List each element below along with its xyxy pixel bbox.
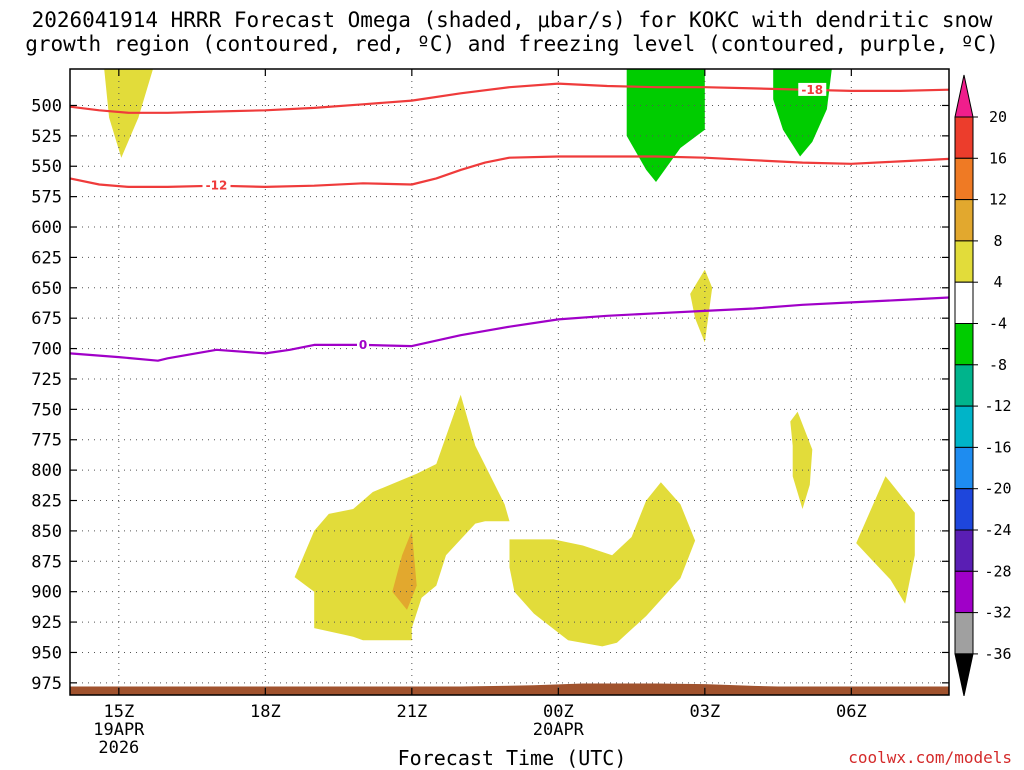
colorbar-label: -12: [984, 397, 1011, 415]
omega-shade-4: [294, 394, 510, 641]
y-axis-ticks: 500 525 550 575 600 625 650 675 700 725 750 775 800 8…: [31, 96, 949, 694]
contour-line--18: [69, 82, 950, 114]
colorbar-swatch: [954, 405, 974, 448]
y-tick-label: 650: [31, 279, 62, 299]
colorbar-top-arrow: [954, 74, 974, 118]
y-tick-label: 950: [31, 643, 62, 663]
contour-label-bg: [202, 178, 231, 192]
colorbar-label: -28: [984, 562, 1011, 580]
y-tick-label: 800: [31, 461, 62, 481]
colorbar-bottom-arrow: [954, 653, 974, 697]
colorbar-swatch: [954, 570, 974, 614]
omega-shade-6: [392, 530, 417, 610]
y-tick-label: 875: [31, 552, 62, 572]
contour-label-bg: [798, 82, 827, 96]
y-tick-label: 600: [31, 218, 62, 238]
omega-shade-3: [690, 269, 713, 343]
y-tick-label: 900: [31, 583, 62, 603]
colorbar-label: 20: [989, 108, 1007, 126]
colorbar-swatch: [954, 199, 974, 242]
colorbar-label: -8: [989, 356, 1007, 374]
y-tick-label: 850: [31, 522, 62, 542]
colorbar-label: -4: [989, 315, 1007, 333]
x-tick-label: 15Z: [103, 702, 134, 722]
colorbar-label: 16: [989, 149, 1007, 167]
contour-line-0: [69, 296, 950, 362]
colorbar-swatch: [954, 116, 974, 159]
omega-shade-5: [509, 482, 696, 647]
x-tick-year: 2026: [98, 738, 139, 758]
x-tick-label: 06Z: [836, 702, 867, 722]
x-tick-label: 21Z: [396, 702, 427, 722]
colorbar-label: 4: [993, 273, 1002, 291]
contour-lines: -12 -18 0: [69, 82, 950, 362]
y-tick-label: 550: [31, 157, 62, 177]
omega-shade-7: [790, 411, 813, 509]
y-tick-label: 925: [31, 613, 62, 633]
terrain-band: [70, 683, 949, 695]
y-tick-label: 500: [31, 96, 62, 116]
colorbar-label: -20: [984, 480, 1011, 498]
colorbar-label: 12: [989, 191, 1007, 209]
terrain-bump: [460, 683, 779, 687]
colorbar-swatch: [954, 612, 974, 655]
title-line-1: 2026041914 HRRR Forecast Omega (shaded, …: [31, 8, 993, 32]
colorbar-swatch: [954, 281, 974, 325]
contour-line--12: [69, 155, 950, 188]
y-tick-label: 625: [31, 248, 62, 268]
credit-link[interactable]: coolwx.com/models: [848, 748, 1012, 767]
title-line-2: growth region (contoured, red, ºC) and f…: [25, 32, 999, 56]
grid-lines: [70, 69, 949, 695]
y-tick-label: 525: [31, 127, 62, 147]
colorbar: 20 16 12 8 4 -4 -8 -12 -16 -20 -24 -28 -32 -36: [954, 74, 1012, 697]
y-tick-label: 675: [31, 309, 62, 329]
x-tick-label: 03Z: [689, 702, 720, 722]
colorbar-label: -36: [984, 645, 1011, 663]
x-tick-date: 19APR: [93, 720, 145, 740]
terrain-fill: [70, 686, 949, 695]
x-axis-label: Forecast Time (UTC): [397, 746, 627, 770]
colorbar-swatch: [954, 157, 974, 201]
colorbar-swatch: [954, 323, 974, 366]
colorbar-swatch: [954, 240, 974, 283]
contour-label--12: -12: [206, 179, 228, 193]
colorbar-label: 8: [993, 232, 1002, 250]
omega-shade-1: [626, 69, 705, 182]
colorbar-swatch: [954, 529, 974, 572]
colorbar-label: -16: [984, 438, 1011, 456]
y-tick-label: 825: [31, 492, 62, 512]
x-tick-label: 00Z: [543, 702, 574, 722]
y-tick-label: 575: [31, 188, 62, 208]
colorbar-swatch: [954, 364, 974, 407]
x-tick-label: 18Z: [250, 702, 281, 722]
colorbar-label: -32: [984, 604, 1011, 622]
y-tick-label: 975: [31, 674, 62, 694]
colorbar-swatch: [954, 446, 974, 490]
colorbar-label: -24: [984, 521, 1011, 539]
y-tick-label: 750: [31, 400, 62, 420]
omega-shade-8: [856, 476, 915, 604]
x-tick-date: 20APR: [533, 720, 585, 740]
y-tick-label: 700: [31, 340, 62, 360]
colorbar-swatch: [954, 488, 974, 531]
contour-label-bg: [357, 337, 369, 351]
omega-shading: [104, 69, 915, 647]
plot-frame: [69, 68, 950, 696]
contour-label--18: -18: [801, 83, 823, 97]
chart-title: 2026041914 HRRR Forecast Omega (shaded, …: [0, 8, 1024, 56]
contour-label-0: 0: [359, 338, 367, 352]
y-tick-label: 775: [31, 431, 62, 451]
y-tick-label: 725: [31, 370, 62, 390]
